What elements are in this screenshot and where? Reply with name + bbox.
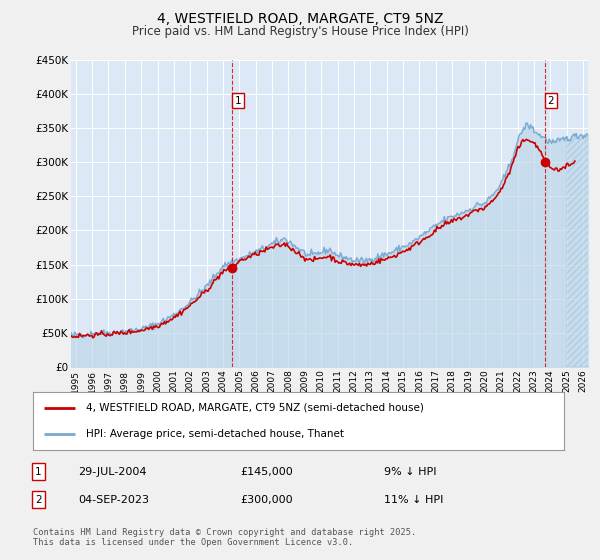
Text: £145,000: £145,000: [240, 466, 293, 477]
Text: 1: 1: [35, 466, 41, 477]
Text: 2: 2: [35, 494, 41, 505]
Text: 04-SEP-2023: 04-SEP-2023: [78, 494, 149, 505]
Text: 29-JUL-2004: 29-JUL-2004: [78, 466, 146, 477]
Text: 2: 2: [547, 96, 554, 106]
Text: £300,000: £300,000: [240, 494, 293, 505]
Text: Price paid vs. HM Land Registry's House Price Index (HPI): Price paid vs. HM Land Registry's House …: [131, 25, 469, 38]
Text: 4, WESTFIELD ROAD, MARGATE, CT9 5NZ (semi-detached house): 4, WESTFIELD ROAD, MARGATE, CT9 5NZ (sem…: [86, 403, 424, 413]
Text: 4, WESTFIELD ROAD, MARGATE, CT9 5NZ: 4, WESTFIELD ROAD, MARGATE, CT9 5NZ: [157, 12, 443, 26]
Text: 9% ↓ HPI: 9% ↓ HPI: [384, 466, 437, 477]
Text: Contains HM Land Registry data © Crown copyright and database right 2025.
This d: Contains HM Land Registry data © Crown c…: [33, 528, 416, 547]
Text: HPI: Average price, semi-detached house, Thanet: HPI: Average price, semi-detached house,…: [86, 429, 344, 439]
Text: 11% ↓ HPI: 11% ↓ HPI: [384, 494, 443, 505]
Text: 1: 1: [235, 96, 241, 106]
